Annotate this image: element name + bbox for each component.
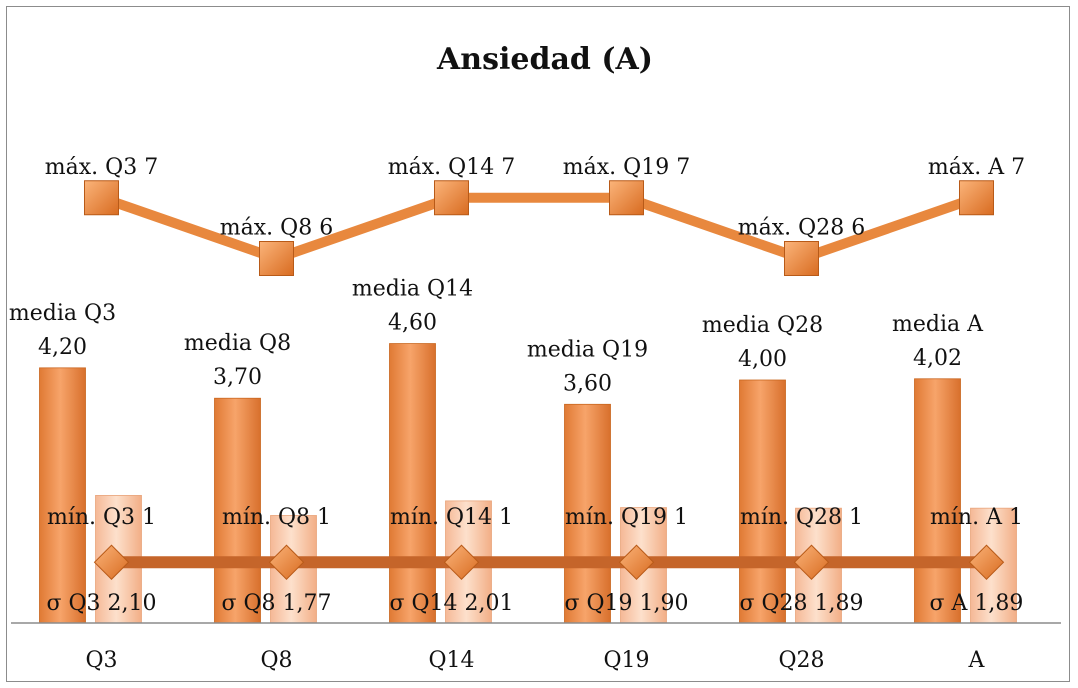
data-label-media-value: 4,60 [388, 311, 437, 336]
data-label-max: máx. Q3 7 [45, 155, 158, 180]
data-label-media-value: 3,70 [213, 365, 262, 390]
marker-max-Q19 [609, 180, 644, 216]
bar-media-Q19 [564, 403, 611, 624]
data-label-media-value: 3,60 [563, 371, 612, 396]
data-label-sigma: σ A 1,89 [930, 591, 1024, 616]
marker-min-A [968, 544, 1005, 580]
line-max [99, 192, 979, 264]
marker-min-Q14 [443, 544, 480, 580]
data-label-media-value: 4,20 [38, 335, 87, 360]
chart-frame: Ansiedad (A) Q3 Q8 Q14 Q19 Q28 A media Q3 4,20… [6, 6, 1070, 682]
data-label-media: media Q28 [702, 313, 823, 338]
data-label-max: máx. Q19 7 [563, 155, 690, 180]
x-tick-label: Q14 [428, 648, 474, 673]
data-label-max: máx. Q14 7 [388, 155, 515, 180]
data-label-max: máx. A 7 [928, 155, 1025, 180]
data-label-media: media Q3 [9, 301, 116, 326]
bar-media-Q14 [389, 343, 436, 624]
data-label-media: media Q8 [184, 331, 291, 356]
x-tick-label: A [968, 648, 986, 673]
data-label-min: mín. Q28 1 [740, 505, 863, 530]
data-label-min: mín. Q19 1 [565, 505, 688, 530]
marker-max-Q28 [784, 241, 819, 276]
marker-max-A [959, 180, 994, 216]
data-label-min: mín. Q3 1 [47, 505, 156, 530]
data-label-sigma: σ Q19 1,90 [564, 591, 688, 616]
x-tick-label: Q19 [603, 648, 649, 673]
marker-min-Q3 [93, 544, 130, 580]
data-label-min: mín. A 1 [930, 505, 1023, 530]
data-label-min: mín. Q8 1 [222, 505, 331, 530]
data-label-max: máx. Q8 6 [220, 216, 333, 241]
x-tick-label: Q28 [778, 648, 824, 673]
data-label-max: máx. Q28 6 [738, 216, 865, 241]
data-label-sigma: σ Q8 1,77 [221, 591, 331, 616]
chart-canvas: Ansiedad (A) Q3 Q8 Q14 Q19 Q28 A media Q3 4,20… [9, 42, 1061, 673]
chart-title: Ansiedad (A) [436, 42, 653, 77]
x-tick-label: Q3 [85, 648, 117, 673]
data-label-sigma: σ Q28 1,89 [739, 591, 863, 616]
marker-max-Q14 [434, 180, 469, 216]
data-label-media-value: 4,00 [738, 347, 787, 372]
data-label-media: media A [892, 312, 984, 337]
bar-media-Q8 [214, 397, 261, 624]
bar-media-Q3 [39, 367, 86, 624]
marker-max-Q8 [259, 241, 294, 276]
data-label-sigma: σ Q14 2,01 [389, 591, 513, 616]
marker-min-Q28 [793, 544, 830, 580]
data-label-sigma: σ Q3 2,10 [46, 591, 156, 616]
data-label-min: mín. Q14 1 [390, 505, 513, 530]
marker-min-Q19 [618, 544, 655, 580]
data-label-media: media Q14 [352, 277, 473, 302]
bar-media-Q28 [739, 379, 786, 624]
marker-max-Q3 [84, 180, 119, 216]
x-tick-label: Q8 [260, 648, 292, 673]
bar-media-A [914, 378, 961, 624]
data-label-media-value: 4,02 [913, 346, 962, 371]
data-label-media: media Q19 [527, 337, 648, 362]
marker-min-Q8 [268, 544, 305, 580]
